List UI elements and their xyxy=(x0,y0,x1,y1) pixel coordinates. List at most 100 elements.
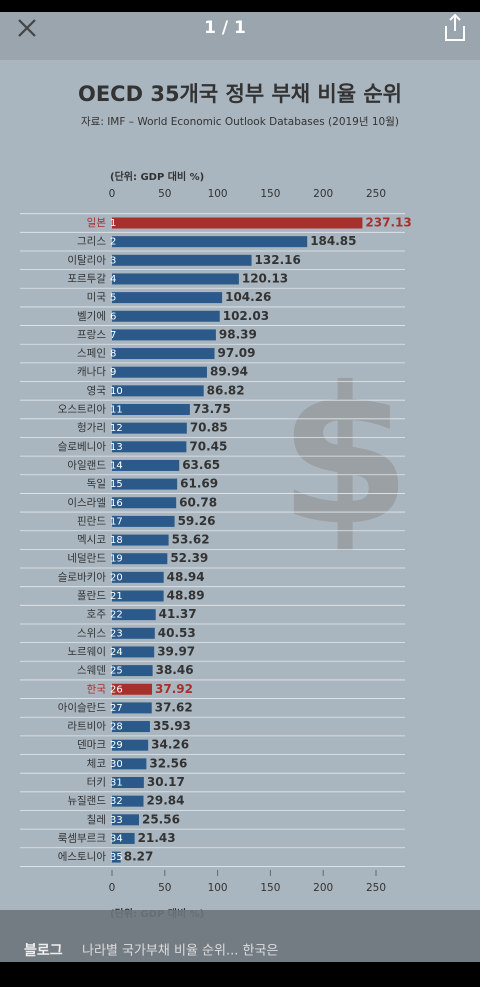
bar xyxy=(112,497,177,509)
value-label: 59.26 xyxy=(178,514,216,528)
category-label: 그리스 xyxy=(77,236,106,248)
bar xyxy=(112,217,363,229)
category-label: 헝가리 xyxy=(77,422,106,434)
category-label: 스페인 xyxy=(77,348,106,360)
rank-label: 33 xyxy=(110,815,123,826)
bar xyxy=(112,422,187,434)
bar xyxy=(112,236,308,248)
rank-label: 5 xyxy=(110,293,116,304)
value-label: 25.56 xyxy=(142,812,180,826)
caption-text: 나라별 국가부채 비율 순위... 한국은 xyxy=(82,944,278,959)
category-label: 일본 xyxy=(87,216,107,229)
x-tick-label: 100 xyxy=(208,188,228,200)
x-tick-label: 250 xyxy=(366,882,386,894)
x-tick-label: 0 xyxy=(109,188,116,200)
category-label: 라트비아 xyxy=(67,721,106,733)
category-label: 한국 xyxy=(87,683,107,695)
bar xyxy=(112,646,155,658)
rank-label: 23 xyxy=(110,628,123,639)
rank-label: 25 xyxy=(110,666,123,677)
category-label: 슬로바키아 xyxy=(58,571,107,583)
value-label: 30.17 xyxy=(147,775,185,789)
bar xyxy=(112,292,223,304)
rank-label: 24 xyxy=(110,647,123,658)
bar xyxy=(112,609,156,621)
value-label: 37.92 xyxy=(155,682,193,696)
value-label: 29.84 xyxy=(147,794,185,808)
category-label: 노르웨이 xyxy=(67,646,106,658)
category-label: 아일랜드 xyxy=(67,458,106,471)
rank-label: 29 xyxy=(110,740,123,751)
value-label: 34.26 xyxy=(151,738,189,752)
rank-label: 4 xyxy=(110,274,116,285)
caption-source: 블로그 xyxy=(24,943,63,959)
bar xyxy=(112,777,144,788)
value-label: 70.45 xyxy=(189,439,227,453)
value-label: 53.62 xyxy=(172,533,210,547)
category-label: 스웨덴 xyxy=(77,665,106,677)
rank-label: 31 xyxy=(110,778,123,789)
value-label: 89.94 xyxy=(210,365,248,379)
category-label: 캐나다 xyxy=(77,366,106,378)
bar xyxy=(112,441,187,453)
rank-label: 19 xyxy=(110,554,123,565)
caption-bar xyxy=(0,910,480,962)
value-label: 37.62 xyxy=(155,700,193,714)
chart-title: OECD 35개국 정부 부채 비율 순위 xyxy=(78,82,402,106)
bar xyxy=(112,721,150,733)
category-label: 아이슬란드 xyxy=(58,702,107,714)
category-label: 미국 xyxy=(87,292,107,304)
category-label: 에스토니아 xyxy=(58,851,107,863)
bar xyxy=(112,404,190,415)
rank-label: 32 xyxy=(110,796,123,807)
value-label: 32.56 xyxy=(149,756,187,770)
bar xyxy=(112,348,215,360)
rank-label: 20 xyxy=(110,572,123,583)
value-label: 41.37 xyxy=(159,607,197,621)
category-label: 오스트리아 xyxy=(58,404,107,416)
bar xyxy=(112,814,139,826)
category-label: 덴마크 xyxy=(77,739,106,751)
bar xyxy=(112,385,204,397)
x-tick-label: 200 xyxy=(313,882,333,894)
value-label: 40.53 xyxy=(158,626,196,640)
rank-label: 15 xyxy=(110,479,123,490)
dollar-graphic: $ xyxy=(279,346,411,567)
rank-label: 16 xyxy=(110,498,123,509)
x-tick-label: 150 xyxy=(260,188,280,200)
rank-label: 27 xyxy=(110,703,123,714)
category-label: 터키 xyxy=(87,777,106,789)
axis-label: (단위: GDP 대비 %) xyxy=(110,170,204,183)
value-label: 21.43 xyxy=(138,831,176,845)
x-tick-label: 50 xyxy=(158,188,171,200)
top-bar xyxy=(0,12,480,60)
category-label: 스위스 xyxy=(77,626,106,639)
category-label: 멕시코 xyxy=(77,534,106,546)
category-label: 벨기에 xyxy=(77,310,106,322)
share-button[interactable] xyxy=(445,13,465,41)
value-label: 120.13 xyxy=(242,271,288,285)
bar xyxy=(112,366,207,378)
value-label: 132.16 xyxy=(255,253,301,267)
x-tick-label: 50 xyxy=(158,882,171,894)
rank-label: 18 xyxy=(110,535,123,546)
x-tick-label: 100 xyxy=(208,882,228,894)
category-label: 이탈리아 xyxy=(67,253,106,266)
bar xyxy=(112,758,147,770)
category-label: 칠레 xyxy=(87,814,106,826)
bar xyxy=(112,478,178,490)
category-label: 프랑스 xyxy=(77,329,106,341)
value-label: 38.46 xyxy=(156,663,194,677)
rank-label: 13 xyxy=(110,442,123,453)
bar xyxy=(112,683,153,695)
rank-label: 28 xyxy=(110,722,123,733)
rank-label: 12 xyxy=(110,423,123,434)
x-tick-label: 0 xyxy=(109,882,116,894)
value-label: 48.89 xyxy=(167,589,205,603)
rank-label: 11 xyxy=(110,405,123,416)
chart-subtitle: 자료: IMF – World Economic Outlook Databas… xyxy=(81,116,399,128)
close-button[interactable] xyxy=(18,19,36,37)
rank-label: 34 xyxy=(110,833,123,844)
value-label: 61.69 xyxy=(180,477,218,491)
value-label: 97.09 xyxy=(218,346,256,360)
